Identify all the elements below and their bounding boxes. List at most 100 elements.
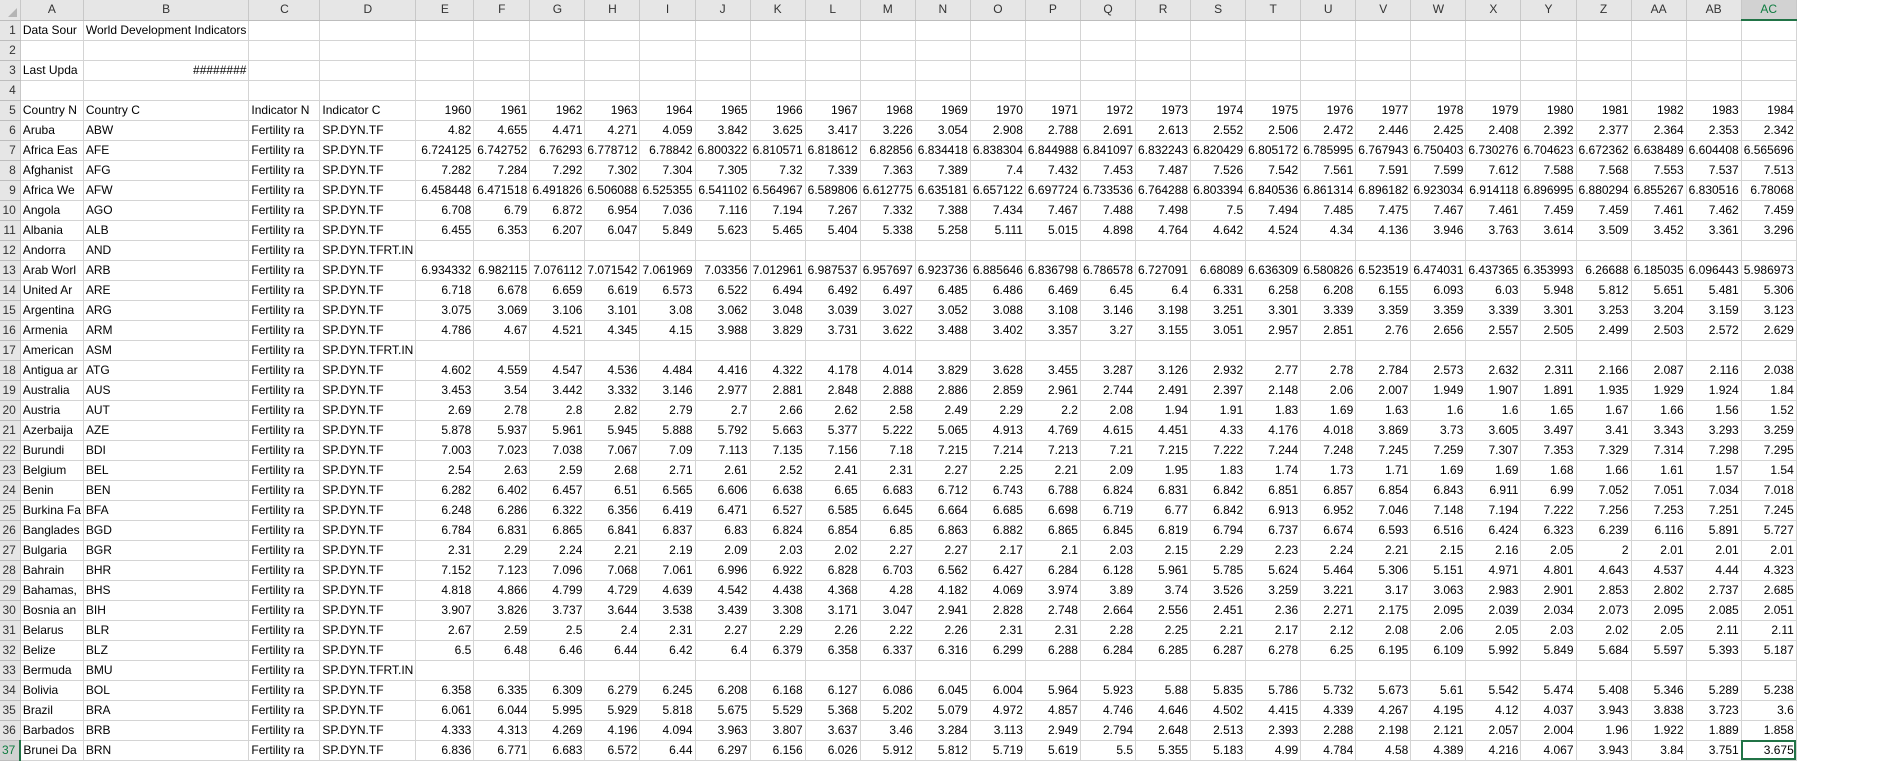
cell-h8[interactable]: 7.302 [584, 160, 641, 181]
cell-u20[interactable]: 1.69 [1300, 400, 1357, 421]
cell-aa16[interactable]: 2.503 [1631, 320, 1687, 341]
cell-aa14[interactable]: 5.651 [1631, 280, 1687, 301]
cell-m7[interactable]: 6.82856 [860, 140, 916, 161]
cell-ab6[interactable]: 2.353 [1686, 120, 1742, 141]
row-header-29[interactable]: 29 [0, 580, 21, 601]
cell-r25[interactable]: 6.77 [1135, 500, 1192, 521]
cell-r31[interactable]: 2.25 [1135, 620, 1192, 641]
cell-s37[interactable]: 5.183 [1190, 740, 1247, 761]
cell-r4[interactable] [1135, 80, 1192, 101]
cell-t2[interactable] [1245, 40, 1302, 61]
cell-t7[interactable]: 6.805172 [1245, 140, 1302, 161]
cell-g4[interactable] [529, 80, 586, 101]
cell-l12[interactable] [805, 240, 861, 261]
cell-l34[interactable]: 6.127 [805, 680, 861, 701]
cell-e1[interactable] [415, 20, 475, 41]
cell-y10[interactable]: 7.459 [1520, 200, 1577, 221]
cell-y21[interactable]: 3.497 [1520, 420, 1577, 441]
cell-ac16[interactable]: 2.629 [1741, 320, 1797, 341]
cell-n9[interactable]: 6.635181 [915, 180, 971, 201]
cell-p13[interactable]: 6.836798 [1025, 260, 1081, 281]
cell-b1[interactable]: World Development Indicators [83, 20, 250, 41]
cell-x5[interactable]: 1979 [1465, 100, 1522, 121]
cell-i20[interactable]: 2.79 [639, 400, 696, 421]
cell-x33[interactable] [1465, 660, 1522, 681]
cell-k12[interactable] [750, 240, 806, 261]
cell-p32[interactable]: 6.288 [1025, 640, 1081, 661]
cell-g37[interactable]: 6.683 [529, 740, 586, 761]
cell-w27[interactable]: 2.15 [1410, 540, 1467, 561]
cell-ab22[interactable]: 7.298 [1686, 440, 1742, 461]
cell-r29[interactable]: 3.74 [1135, 580, 1192, 601]
cell-j27[interactable]: 2.09 [695, 540, 751, 561]
cell-ac26[interactable]: 5.727 [1741, 520, 1797, 541]
cell-n19[interactable]: 2.886 [915, 380, 971, 401]
cell-n10[interactable]: 7.388 [915, 200, 971, 221]
cell-w15[interactable]: 3.359 [1410, 300, 1467, 321]
cell-m10[interactable]: 7.332 [860, 200, 916, 221]
cell-s6[interactable]: 2.552 [1190, 120, 1247, 141]
cell-o21[interactable]: 4.913 [970, 420, 1026, 441]
column-header-q[interactable]: Q [1080, 0, 1137, 21]
cell-y4[interactable] [1520, 80, 1577, 101]
column-header-j[interactable]: J [695, 0, 751, 21]
cell-e16[interactable]: 4.786 [415, 320, 475, 341]
cell-ab14[interactable]: 5.481 [1686, 280, 1742, 301]
cell-aa27[interactable]: 2.01 [1631, 540, 1687, 561]
cell-m15[interactable]: 3.027 [860, 300, 916, 321]
cell-a1[interactable]: Data Sour [20, 20, 84, 41]
cell-r12[interactable] [1135, 240, 1192, 261]
cell-y37[interactable]: 4.067 [1520, 740, 1577, 761]
cell-l11[interactable]: 5.404 [805, 220, 861, 241]
cell-d10[interactable]: SP.DYN.TF [319, 200, 417, 221]
cell-s28[interactable]: 5.785 [1190, 560, 1247, 581]
column-header-n[interactable]: N [915, 0, 971, 21]
cell-r28[interactable]: 5.961 [1135, 560, 1192, 581]
cell-ac21[interactable]: 3.259 [1741, 420, 1797, 441]
cell-k3[interactable] [750, 60, 806, 81]
cell-k25[interactable]: 6.527 [750, 500, 806, 521]
row-header-26[interactable]: 26 [0, 520, 21, 541]
cell-y3[interactable] [1520, 60, 1577, 81]
cell-t19[interactable]: 2.148 [1245, 380, 1302, 401]
cell-c10[interactable]: Fertility ra [248, 200, 321, 221]
cell-g11[interactable]: 6.207 [529, 220, 586, 241]
cell-ac35[interactable]: 3.6 [1741, 700, 1797, 721]
cell-e26[interactable]: 6.784 [415, 520, 475, 541]
cell-v12[interactable] [1355, 240, 1412, 261]
row-header-32[interactable]: 32 [0, 640, 21, 661]
row-header-24[interactable]: 24 [0, 480, 21, 501]
cell-y24[interactable]: 6.99 [1520, 480, 1577, 501]
cell-m18[interactable]: 4.014 [860, 360, 916, 381]
column-header-s[interactable]: S [1190, 0, 1247, 21]
cell-q35[interactable]: 4.746 [1080, 700, 1137, 721]
cell-s35[interactable]: 4.502 [1190, 700, 1247, 721]
cell-g25[interactable]: 6.322 [529, 500, 586, 521]
cell-o36[interactable]: 3.113 [970, 720, 1026, 741]
cell-u32[interactable]: 6.25 [1300, 640, 1357, 661]
cell-n29[interactable]: 4.182 [915, 580, 971, 601]
cell-ab7[interactable]: 6.604408 [1686, 140, 1742, 161]
cell-w37[interactable]: 4.389 [1410, 740, 1467, 761]
cell-h1[interactable] [584, 20, 641, 41]
cell-v28[interactable]: 5.306 [1355, 560, 1412, 581]
cell-k9[interactable]: 6.564967 [750, 180, 806, 201]
cell-w22[interactable]: 7.259 [1410, 440, 1467, 461]
cell-a22[interactable]: Burundi [20, 440, 84, 461]
cell-b10[interactable]: AGO [83, 200, 250, 221]
column-header-v[interactable]: V [1355, 0, 1412, 21]
cell-d22[interactable]: SP.DYN.TF [319, 440, 417, 461]
column-header-x[interactable]: X [1465, 0, 1522, 21]
cell-u7[interactable]: 6.785995 [1300, 140, 1357, 161]
cell-z10[interactable]: 7.459 [1576, 200, 1632, 221]
cell-q13[interactable]: 6.786578 [1080, 260, 1137, 281]
cell-c26[interactable]: Fertility ra [248, 520, 321, 541]
cell-k31[interactable]: 2.29 [750, 620, 806, 641]
cell-e30[interactable]: 3.907 [415, 600, 475, 621]
cell-g35[interactable]: 5.995 [529, 700, 586, 721]
cell-ac18[interactable]: 2.038 [1741, 360, 1797, 381]
cell-t24[interactable]: 6.851 [1245, 480, 1302, 501]
cell-i6[interactable]: 4.059 [639, 120, 696, 141]
cell-l15[interactable]: 3.039 [805, 300, 861, 321]
cell-y22[interactable]: 7.353 [1520, 440, 1577, 461]
